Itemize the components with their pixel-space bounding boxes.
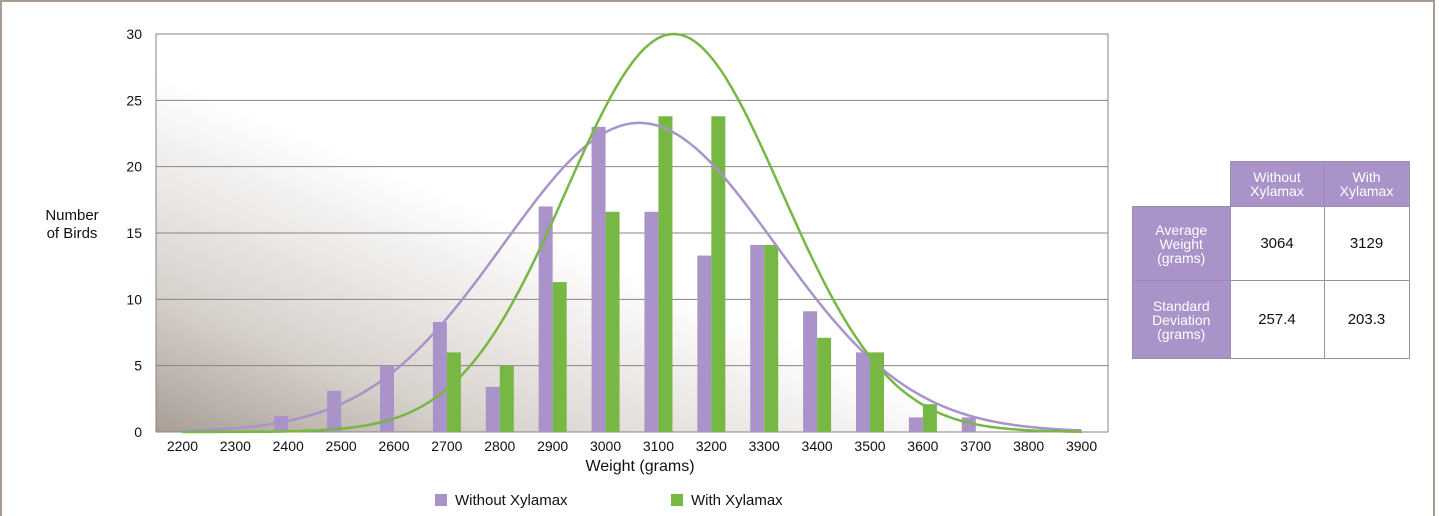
bar-without-xylamax (856, 352, 870, 432)
y-tick-label: 5 (134, 358, 142, 374)
legend-swatch-purple (435, 494, 447, 506)
x-tick-label: 2500 (326, 438, 357, 454)
y-tick-label: 25 (126, 92, 142, 108)
legend-item-without-xylamax: Without Xylamax (435, 492, 568, 510)
bar-with-xylamax (446, 352, 461, 432)
bar-without-xylamax (697, 255, 712, 432)
x-tick-label: 2200 (167, 438, 198, 454)
bar-without-xylamax (644, 211, 659, 432)
x-tick-label: 2900 (537, 438, 568, 454)
x-tick-label: 3300 (749, 438, 780, 454)
x-tick-label: 3200 (696, 438, 727, 454)
x-tick-label: 2600 (378, 438, 409, 454)
y-tick-label: 30 (126, 26, 142, 42)
curve-without-xylamax (182, 121, 1082, 433)
row-header-average-weight: Average Weight (grams) (1132, 206, 1231, 281)
legend-swatch-green (671, 494, 683, 506)
table-corner (1133, 162, 1231, 207)
y-tick-label: 15 (126, 225, 142, 241)
stats-table: Without Xylamax With Xylamax Average Wei… (1132, 161, 1410, 359)
bar-with-xylamax (605, 211, 620, 432)
legend-label: With Xylamax (691, 492, 783, 509)
row-header-standard-deviation: Standard Deviation (grams) (1132, 280, 1231, 359)
col-header-with-xylamax: With Xylamax (1323, 161, 1410, 207)
x-tick-label: 2800 (484, 438, 515, 454)
bar-without-xylamax (327, 390, 342, 432)
bar-with-xylamax (817, 337, 832, 432)
x-tick-label: 2400 (273, 438, 304, 454)
bar-with-xylamax (711, 116, 726, 433)
x-tick-label: 3100 (643, 438, 674, 454)
bar-with-xylamax (658, 116, 673, 433)
bar-with-xylamax (764, 244, 779, 432)
x-tick-label: 3400 (802, 438, 833, 454)
bar-without-xylamax (432, 321, 447, 432)
legend-label: Without Xylamax (455, 492, 568, 509)
bar-without-xylamax (485, 386, 500, 432)
bar-without-xylamax (380, 365, 394, 432)
y-tick-label: 10 (126, 291, 142, 307)
cell-avg-with: 3129 (1323, 206, 1410, 281)
bar-with-xylamax (870, 352, 884, 432)
x-tick-label: 2300 (220, 438, 251, 454)
col-header-without-xylamax: Without Xylamax (1229, 161, 1325, 207)
bar-without-xylamax (274, 416, 289, 432)
cell-sd-without: 257.4 (1229, 280, 1325, 359)
bar-without-xylamax (538, 206, 553, 432)
x-tick-label: 3000 (590, 438, 621, 454)
legend-item-with-xylamax: With Xylamax (671, 492, 783, 510)
bar-with-xylamax (499, 365, 514, 432)
x-axis-label: Weight (grams) (585, 458, 695, 475)
bar-without-xylamax (591, 126, 606, 432)
bar-without-xylamax (750, 244, 765, 432)
x-tick-label: 3700 (960, 438, 991, 454)
x-tick-label: 3600 (907, 438, 938, 454)
y-tick-label: 0 (134, 424, 142, 440)
x-tick-label: 3500 (854, 438, 885, 454)
cell-avg-without: 3064 (1229, 206, 1325, 281)
curve-with-xylamax (182, 32, 1082, 434)
x-tick-label: 3800 (1013, 438, 1044, 454)
bar-without-xylamax (908, 417, 923, 432)
x-tick-label: 3900 (1066, 438, 1097, 454)
histogram-chart: 0 5 10 15 20 25 30 2200 2300 2400 2500 2600 2700 280… (126, 26, 1109, 454)
y-axis-label: Number of Birds (45, 207, 99, 242)
y-tick-label: 20 (126, 159, 142, 175)
cell-sd-with: 203.3 (1323, 280, 1410, 359)
x-tick-label: 2700 (431, 438, 462, 454)
bar-with-xylamax (552, 282, 567, 432)
bar-without-xylamax (803, 311, 818, 432)
